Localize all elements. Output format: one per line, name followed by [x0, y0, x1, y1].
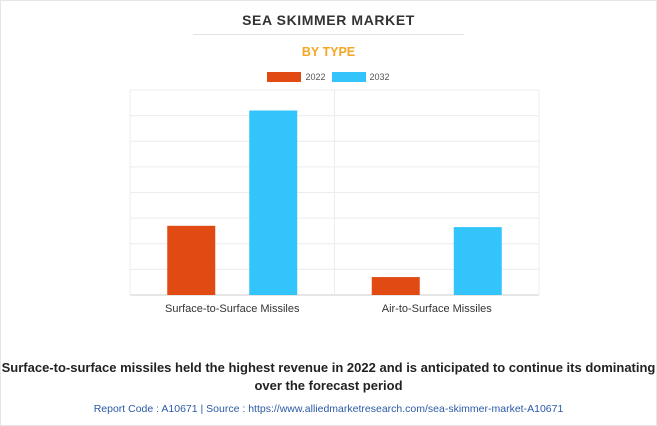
legend: 2022 2032	[0, 72, 657, 82]
chart-subtitle: BY TYPE	[301, 45, 356, 59]
bar-2032-air-to-surface	[453, 227, 502, 295]
bar-2032-surface-to-surface	[249, 110, 298, 295]
legend-label-2032: 2032	[369, 72, 390, 82]
bar-2022-surface-to-surface	[167, 225, 216, 295]
legend-item-2022[interactable]: 2022	[267, 72, 326, 82]
legend-swatch-2022	[267, 72, 302, 82]
title-divider	[193, 34, 464, 35]
bar-2022-air-to-surface	[371, 277, 420, 295]
chart-caption: Surface-to-surface missiles held the hig…	[1, 360, 656, 393]
legend-item-2032[interactable]: 2032	[331, 72, 390, 82]
legend-swatch-2032	[331, 72, 366, 82]
chart-title: SEA SKIMMER MARKET	[242, 12, 415, 28]
legend-label-2022: 2022	[305, 72, 326, 82]
bar-chart: Surface-to-Surface Missiles Air-to-Surfac…	[129, 89, 540, 315]
x-tick-label: Surface-to-Surface Missiles	[165, 303, 300, 315]
x-tick-label: Air-to-Surface Missiles	[382, 303, 493, 315]
report-source-footer[interactable]: Report Code : A10671 | Source : https://…	[93, 403, 564, 415]
